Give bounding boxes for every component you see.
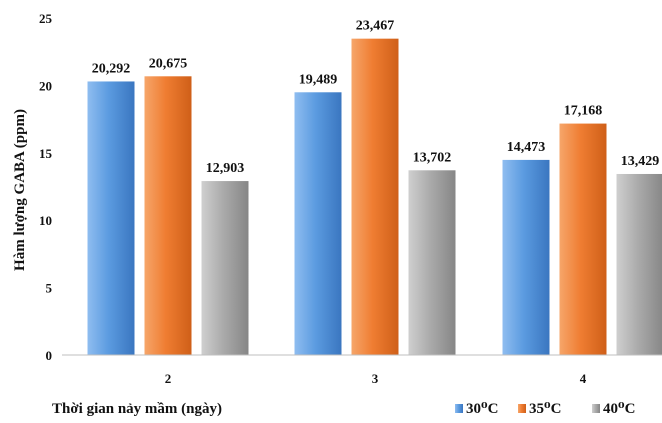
data-label: 13,702: [413, 150, 452, 165]
bar: [201, 181, 249, 355]
legend-label: 35⁰C: [529, 401, 561, 417]
legend-label: 30⁰C: [466, 401, 498, 417]
data-label: 19,489: [299, 72, 338, 87]
data-label: 13,429: [621, 154, 660, 169]
x-axis-ticks: 2 3 4: [165, 371, 587, 386]
x-axis-title: Thời gian nảy mầm (ngày): [52, 401, 222, 417]
y-tick-label: 0: [46, 348, 53, 363]
bar: [559, 123, 607, 355]
data-label: 12,903: [206, 161, 245, 176]
bar: [351, 38, 399, 355]
data-labels: 20,292 20,675 12,903 19,489 23,467 13,702 14,4…: [92, 19, 660, 176]
y-tick-label: 25: [39, 11, 53, 26]
y-tick-label: 15: [39, 146, 53, 161]
bar: [144, 76, 192, 356]
bar: [87, 81, 135, 355]
bar: [408, 170, 456, 355]
x-tick-label: 2: [165, 371, 172, 386]
bars: [87, 38, 662, 356]
data-label: 23,467: [356, 19, 395, 34]
y-tick-label: 5: [46, 281, 53, 296]
y-tick-label: 10: [39, 213, 52, 228]
data-label: 17,168: [564, 104, 603, 119]
y-axis-title: Hàm lượng GABA (ppm): [12, 109, 28, 271]
data-label: 20,675: [149, 56, 188, 71]
legend-swatch: [518, 404, 526, 413]
legend-label: 40⁰C: [603, 401, 635, 417]
bar: [294, 92, 342, 356]
data-label: 14,473: [507, 140, 546, 155]
x-tick-label: 4: [580, 371, 587, 386]
legend-swatch: [592, 404, 600, 413]
bar: [616, 173, 662, 355]
legend: 30⁰C 35⁰C 40⁰C: [455, 401, 635, 417]
bar: [502, 159, 550, 355]
data-label: 20,292: [92, 61, 131, 76]
x-tick-label: 3: [372, 371, 379, 386]
legend-swatch: [455, 404, 463, 413]
y-axis-ticks: 0 5 10 15 20 25: [39, 11, 53, 363]
y-tick-label: 20: [39, 78, 52, 93]
